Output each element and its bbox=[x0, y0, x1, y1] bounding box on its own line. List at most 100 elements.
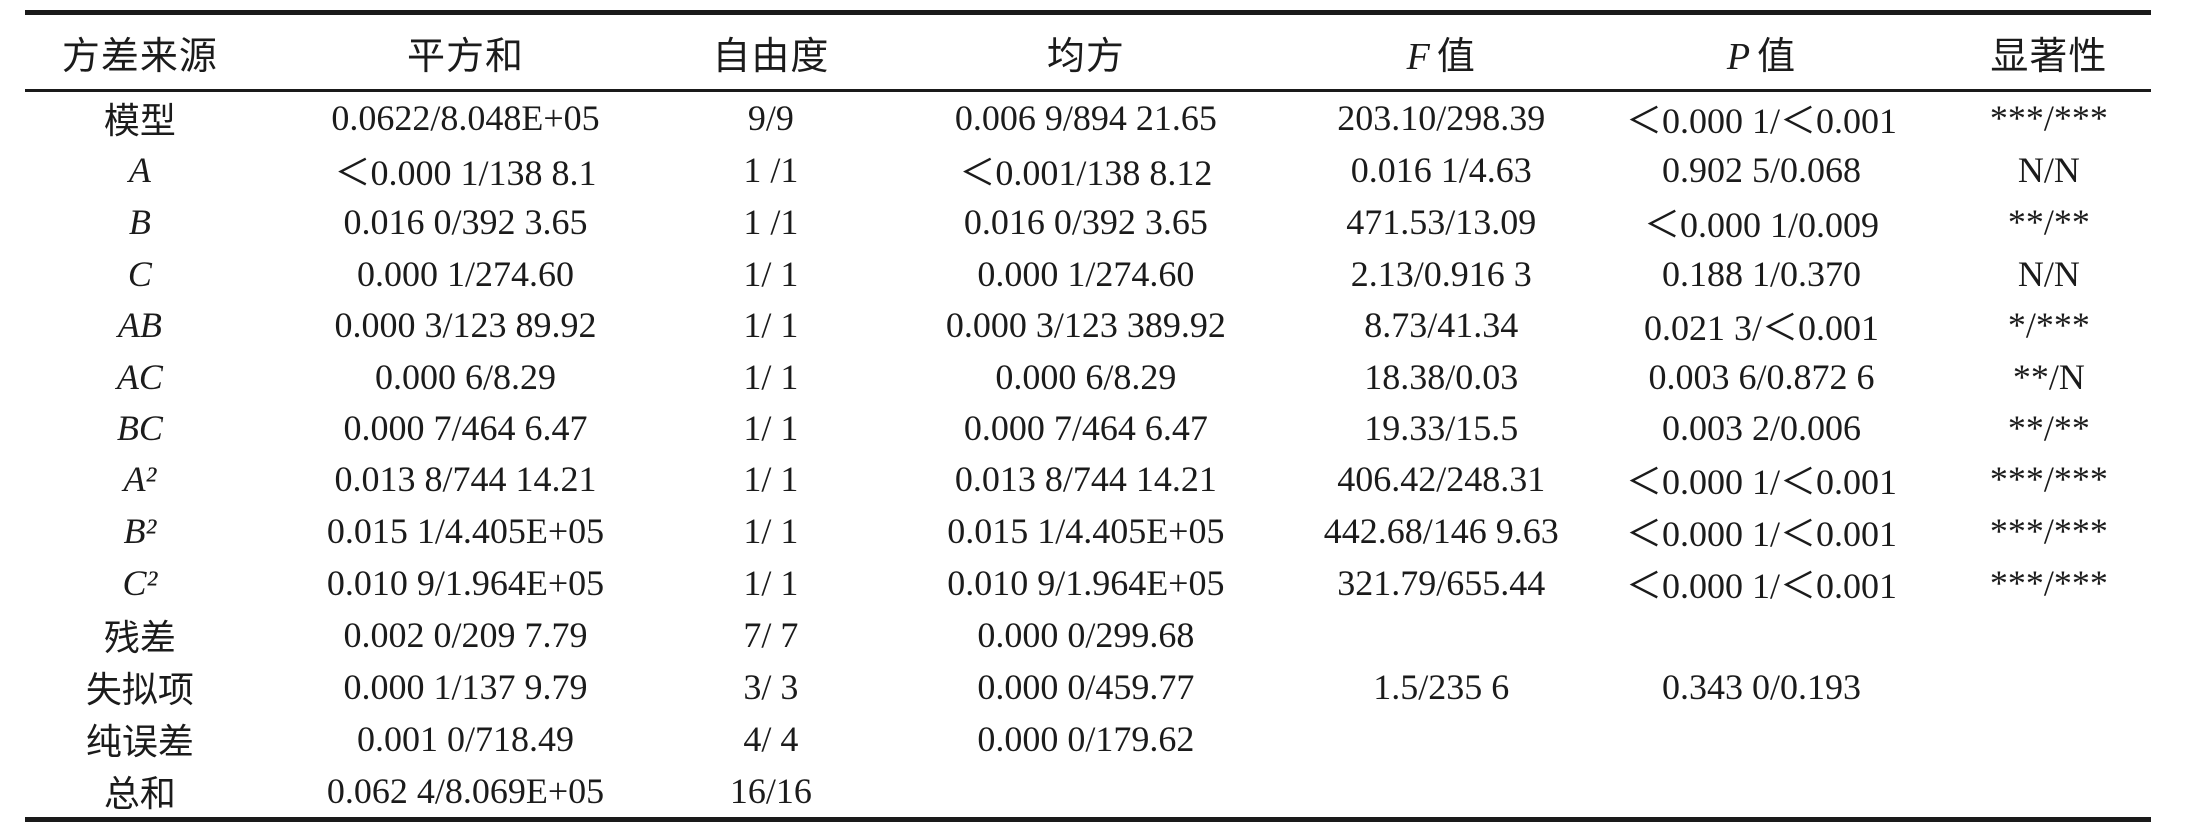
df-cell: 1/ 1 bbox=[743, 511, 799, 551]
table-row-b2: B² 0.015 1/4.405E+05 1/ 1 0.015 1/4.405E… bbox=[25, 505, 2151, 557]
sum-sq-cell: 0.013 8/744 14.21 bbox=[334, 459, 597, 499]
sig-cell: **/N bbox=[2012, 356, 2085, 397]
source-cell: B bbox=[128, 202, 151, 242]
source-cell: 模型 bbox=[103, 101, 176, 141]
source-cell: A² bbox=[123, 459, 157, 499]
p-cell: 0.003 6/0.872 6 bbox=[1648, 356, 1875, 397]
df-cell: 1/ 1 bbox=[743, 253, 799, 294]
p-cell: 0.021 3/＜0.001 bbox=[1644, 308, 1880, 348]
df-cell: 7/ 7 bbox=[743, 615, 799, 655]
sum-sq-cell: 0.000 1/137 9.79 bbox=[343, 667, 588, 707]
sig-cell: ***/*** bbox=[1989, 511, 2108, 551]
table-row-pure-error: 纯误差 0.001 0/718.49 4/ 4 0.000 0/179.62 bbox=[25, 713, 2151, 765]
table-row-residual: 残差 0.002 0/209 7.79 7/ 7 0.000 0/299.68 bbox=[25, 609, 2151, 661]
df-cell: 1/ 1 bbox=[743, 356, 799, 397]
table-row-total: 总和 0.062 4/8.069E+05 16/16 bbox=[25, 765, 2151, 820]
table-row-ab: AB 0.000 3/123 89.92 1/ 1 0.000 3/123 38… bbox=[25, 299, 2151, 351]
p-cell bbox=[1576, 713, 1946, 765]
p-cell: 0.003 2/0.006 bbox=[1662, 407, 1862, 448]
df-cell: 1 /1 bbox=[743, 150, 799, 190]
mean-sq-cell: 0.000 0/299.68 bbox=[977, 615, 1195, 655]
p-cell: ＜0.000 1/＜0.001 bbox=[1626, 514, 1898, 554]
sig-cell: N/N bbox=[2017, 150, 2080, 190]
sum-sq-cell: 0.016 0/392 3.65 bbox=[343, 202, 588, 242]
p-cell: 0.343 0/0.193 bbox=[1662, 667, 1862, 707]
mean-sq-cell: 0.016 0/392 3.65 bbox=[963, 202, 1208, 242]
sum-sq-cell: ＜0.000 1/138 8.1 bbox=[334, 153, 597, 193]
sig-cell bbox=[1947, 609, 2151, 661]
sum-sq-cell: 0.000 7/464 6.47 bbox=[343, 407, 588, 448]
mean-sq-cell: 0.000 3/123 389.92 bbox=[945, 305, 1226, 345]
sum-sq-cell: 0.010 9/1.964E+05 bbox=[326, 563, 605, 603]
source-cell: B² bbox=[123, 511, 157, 551]
p-cell bbox=[1576, 765, 1946, 820]
source-cell: 失拟项 bbox=[85, 670, 194, 710]
mean-sq-cell: 0.013 8/744 14.21 bbox=[954, 459, 1217, 499]
f-cell: 406.42/248.31 bbox=[1337, 459, 1546, 499]
df-cell: 4/ 4 bbox=[743, 719, 799, 759]
column-header-significance: 显著性 bbox=[1946, 12, 2151, 92]
f-symbol: F bbox=[1406, 35, 1431, 78]
sum-sq-cell: 0.015 1/4.405E+05 bbox=[326, 511, 605, 551]
f-cell: 1.5/235 6 bbox=[1373, 667, 1510, 707]
sum-sq-cell: 0.000 3/123 89.92 bbox=[334, 305, 597, 345]
sig-cell: */*** bbox=[2007, 305, 2090, 345]
p-cell: 0.188 1/0.370 bbox=[1662, 253, 1862, 294]
column-header-sum-sq: 平方和 bbox=[254, 12, 677, 92]
mean-sq-cell: 0.000 0/459.77 bbox=[977, 667, 1195, 707]
df-cell: 1/ 1 bbox=[743, 407, 799, 448]
df-cell: 1 /1 bbox=[743, 202, 799, 242]
sig-cell: ***/*** bbox=[1989, 459, 2108, 499]
sig-cell bbox=[1947, 661, 2151, 713]
p-cell: 0.902 5/0.068 bbox=[1662, 150, 1862, 190]
table-row-ac: AC 0.000 6/8.29 1/ 1 0.000 6/8.29 18.38/… bbox=[25, 351, 2151, 402]
f-cell: 19.33/15.5 bbox=[1364, 407, 1519, 448]
sig-cell: **/** bbox=[2007, 407, 2090, 448]
mean-sq-cell: 0.000 0/179.62 bbox=[977, 719, 1195, 759]
table-row-lack-of-fit: 失拟项 0.000 1/137 9.79 3/ 3 0.000 0/459.77… bbox=[25, 661, 2151, 713]
mean-sq-cell: 0.015 1/4.405E+05 bbox=[947, 511, 1225, 551]
df-cell: 1/ 1 bbox=[743, 305, 799, 345]
table-row-b: B 0.016 0/392 3.65 1 /1 0.016 0/392 3.65… bbox=[25, 196, 2151, 248]
sum-sq-cell: 0.000 1/274.60 bbox=[357, 253, 575, 294]
column-header-mean-sq: 均方 bbox=[865, 12, 1307, 92]
mean-sq-cell: 0.000 1/274.60 bbox=[977, 253, 1195, 294]
f-cell: 203.10/298.39 bbox=[1337, 98, 1546, 138]
source-cell: C bbox=[127, 253, 152, 294]
f-cell: 18.38/0.03 bbox=[1364, 356, 1519, 397]
f-cell bbox=[1306, 765, 1576, 820]
sig-cell: ***/*** bbox=[1989, 563, 2108, 603]
df-cell: 1/ 1 bbox=[743, 459, 799, 499]
f-cell bbox=[1306, 713, 1576, 765]
mean-sq-cell bbox=[866, 765, 1307, 820]
source-cell: A bbox=[128, 150, 151, 190]
column-header-df: 自由度 bbox=[676, 12, 866, 92]
f-cell bbox=[1306, 609, 1576, 661]
table-row-model: 模型 0.0622/8.048E+05 9/9 0.006 9/894 21.6… bbox=[25, 91, 2151, 145]
f-cell: 0.016 1/4.63 bbox=[1350, 150, 1532, 190]
mean-sq-cell: 0.006 9/894 21.65 bbox=[954, 98, 1217, 138]
table-row-a: A ＜0.000 1/138 8.1 1 /1 ＜0.001/138 8.12 … bbox=[25, 144, 2151, 196]
p-cell: ＜0.000 1/＜0.001 bbox=[1626, 462, 1898, 502]
sum-sq-cell: 0.001 0/718.49 bbox=[357, 719, 575, 759]
mean-sq-cell: 0.000 6/8.29 bbox=[995, 356, 1177, 397]
sig-cell: **/** bbox=[2007, 202, 2090, 242]
df-cell: 16/16 bbox=[729, 771, 812, 811]
table-row-a2: A² 0.013 8/744 14.21 1/ 1 0.013 8/744 14… bbox=[25, 453, 2151, 505]
f-cell: 8.73/41.34 bbox=[1364, 305, 1519, 345]
df-cell: 9/9 bbox=[747, 98, 794, 138]
sum-sq-cell: 0.0622/8.048E+05 bbox=[331, 98, 600, 138]
f-cell: 442.68/146 9.63 bbox=[1323, 511, 1559, 551]
sig-cell bbox=[1947, 765, 2151, 820]
f-cell: 2.13/0.916 3 bbox=[1350, 253, 1532, 294]
table-row-bc: BC 0.000 7/464 6.47 1/ 1 0.000 7/464 6.4… bbox=[25, 402, 2151, 453]
p-cell: ＜0.000 1/＜0.001 bbox=[1626, 101, 1898, 141]
sig-cell: N/N bbox=[2017, 253, 2080, 294]
table-row-c: C 0.000 1/274.60 1/ 1 0.000 1/274.60 2.1… bbox=[25, 248, 2151, 299]
mean-sq-cell: 0.010 9/1.964E+05 bbox=[947, 563, 1225, 603]
source-cell: AC bbox=[116, 356, 163, 397]
